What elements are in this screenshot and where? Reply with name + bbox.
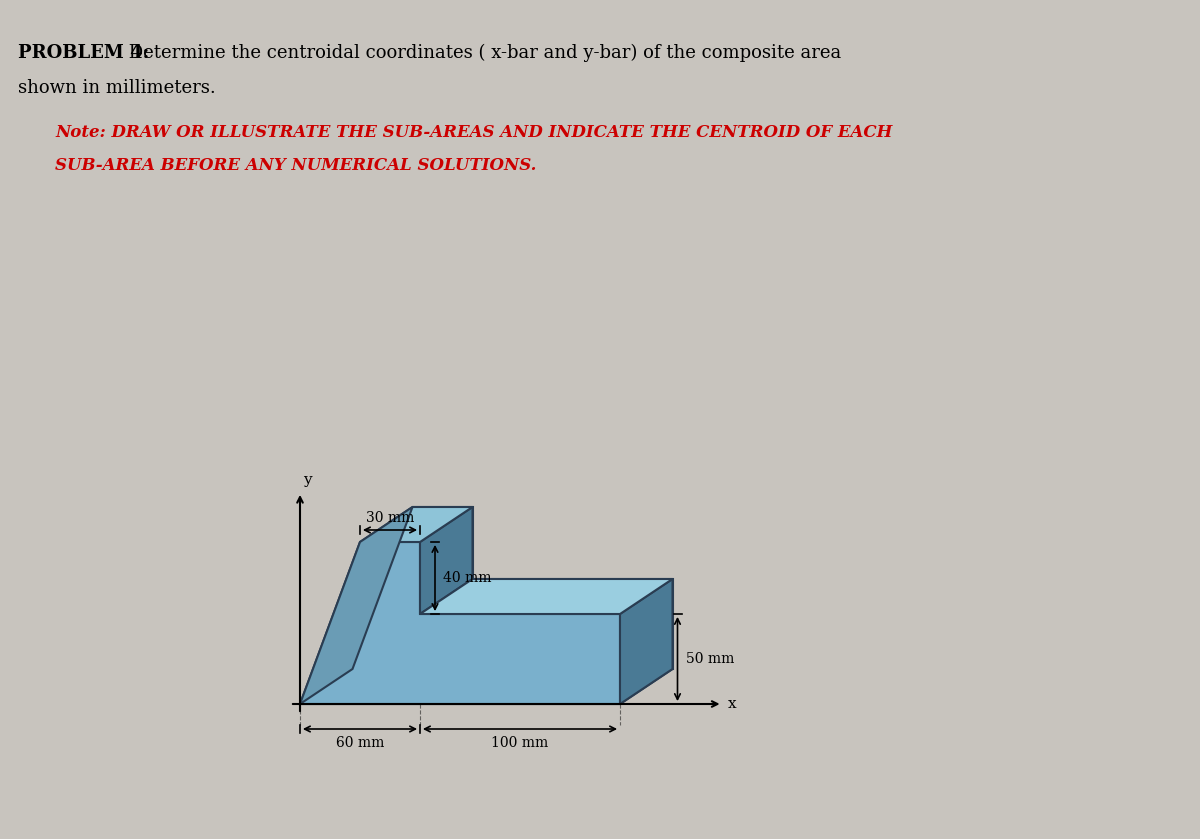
Polygon shape bbox=[420, 507, 473, 614]
Polygon shape bbox=[300, 542, 620, 704]
Text: shown in millimeters.: shown in millimeters. bbox=[18, 79, 216, 97]
Text: 50 mm: 50 mm bbox=[685, 652, 734, 666]
Text: SUB-AREA BEFORE ANY NUMERICAL SOLUTIONS.: SUB-AREA BEFORE ANY NUMERICAL SOLUTIONS. bbox=[55, 157, 536, 174]
Polygon shape bbox=[420, 579, 672, 614]
Text: x: x bbox=[727, 697, 736, 711]
Text: 60 mm: 60 mm bbox=[336, 736, 384, 750]
Text: 40 mm: 40 mm bbox=[443, 571, 492, 585]
Text: 30 mm: 30 mm bbox=[366, 511, 414, 525]
Polygon shape bbox=[620, 579, 672, 704]
Polygon shape bbox=[360, 507, 473, 542]
Text: Determine the centroidal coordinates ( x-bar and y-bar) of the composite area: Determine the centroidal coordinates ( x… bbox=[124, 44, 841, 62]
Text: Note: DRAW OR ILLUSTRATE THE SUB-AREAS AND INDICATE THE CENTROID OF EACH: Note: DRAW OR ILLUSTRATE THE SUB-AREAS A… bbox=[55, 124, 893, 141]
Polygon shape bbox=[300, 507, 413, 704]
Polygon shape bbox=[353, 507, 672, 669]
Text: y: y bbox=[302, 473, 312, 487]
Polygon shape bbox=[300, 669, 672, 704]
Text: 100 mm: 100 mm bbox=[491, 736, 548, 750]
Text: PROBLEM 4:: PROBLEM 4: bbox=[18, 44, 149, 62]
